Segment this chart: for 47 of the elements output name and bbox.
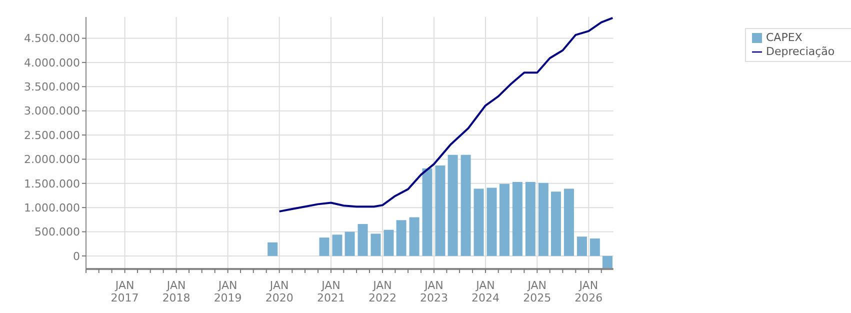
bar bbox=[396, 220, 406, 256]
y-tick-label: 2.000.000 bbox=[24, 153, 80, 166]
y-tick-label: 1.000.000 bbox=[24, 201, 80, 214]
bar bbox=[358, 224, 368, 256]
y-tick-label: 1.500.000 bbox=[24, 177, 80, 190]
y-tick-label: 3.000.000 bbox=[24, 104, 80, 118]
bar bbox=[602, 256, 612, 269]
bar bbox=[460, 154, 471, 256]
x-tick-label: JAN 2024 bbox=[472, 278, 500, 305]
bar bbox=[435, 165, 446, 256]
bar bbox=[268, 242, 278, 256]
x-tick-label: JAN 2020 bbox=[265, 278, 294, 305]
bar bbox=[590, 238, 600, 256]
bar bbox=[564, 188, 574, 256]
bar bbox=[576, 236, 587, 256]
bar bbox=[332, 234, 342, 256]
y-tick-label: 3.500.000 bbox=[24, 80, 80, 94]
bar bbox=[538, 182, 548, 256]
bar bbox=[384, 230, 394, 256]
x-tick-label: JAN 2017 bbox=[110, 278, 139, 305]
x-tick-label: JAN 2025 bbox=[523, 278, 552, 305]
y-tick-label: 500.000 bbox=[34, 226, 80, 239]
y-tick-label: 4.500.000 bbox=[24, 32, 80, 46]
bar bbox=[525, 182, 536, 256]
x-tick-label: JAN 2023 bbox=[420, 278, 448, 305]
bar bbox=[319, 238, 330, 256]
x-tick-label: JAN 2018 bbox=[162, 278, 190, 305]
bar bbox=[499, 184, 510, 256]
x-tick-label: JAN 2022 bbox=[368, 278, 396, 305]
bar bbox=[486, 188, 497, 256]
line-series bbox=[278, 17, 614, 212]
legend-label: Depreciação bbox=[766, 45, 835, 58]
bar bbox=[550, 192, 561, 256]
y-tick-label: 2.500.000 bbox=[24, 128, 80, 142]
x-tick-label: JAN 2019 bbox=[214, 278, 242, 305]
x-tick-label: JAN 2026 bbox=[574, 278, 603, 305]
bar bbox=[448, 154, 458, 256]
x-tick-label: JAN 2021 bbox=[316, 278, 345, 305]
bar bbox=[344, 232, 355, 256]
bar bbox=[422, 168, 432, 256]
y-tick-label: 4.000.000 bbox=[24, 56, 80, 70]
bar bbox=[512, 182, 522, 256]
legend-label: CAPEX bbox=[766, 31, 802, 44]
bar bbox=[409, 217, 420, 256]
y-tick-label: 0 bbox=[73, 250, 80, 263]
bar bbox=[370, 234, 381, 256]
bar bbox=[474, 188, 484, 256]
